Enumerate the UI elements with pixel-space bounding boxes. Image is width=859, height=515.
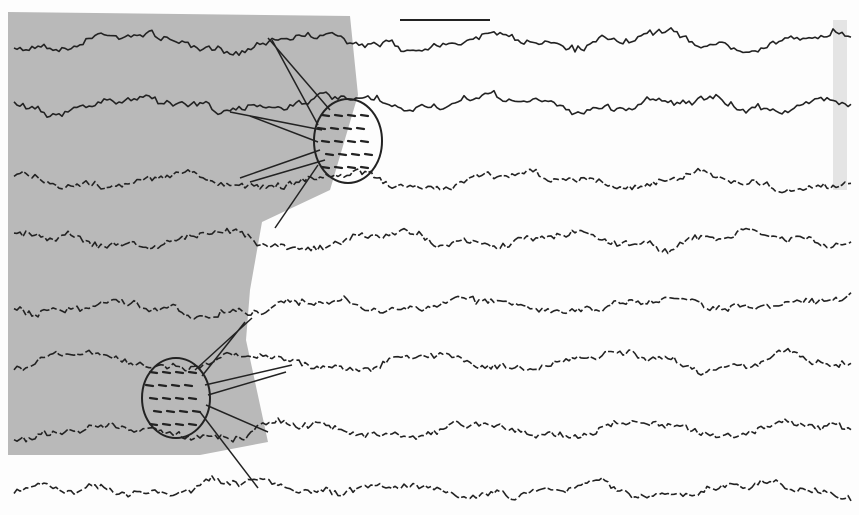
- electrode-mark: [176, 372, 183, 373]
- electrode-mark: [361, 141, 368, 142]
- electrode-mark: [322, 115, 329, 116]
- electrode-mark: [318, 128, 325, 129]
- electrode-mark: [189, 398, 196, 399]
- electrode-mark: [348, 141, 355, 142]
- scan-edge: [833, 20, 847, 190]
- electrode-mark: [322, 141, 329, 142]
- electrode-mark: [322, 167, 329, 168]
- electrode-mark: [150, 398, 157, 399]
- page: (() => { const data = JSON.parse(documen…: [0, 0, 859, 515]
- electrode-mark: [150, 372, 157, 373]
- electrode-mark: [176, 424, 183, 425]
- electrode-mark: [189, 424, 196, 425]
- electrode-mark: [348, 167, 355, 168]
- electrode-mark: [163, 372, 170, 373]
- electrode-mark: [339, 154, 346, 155]
- electrode-mark: [335, 167, 342, 168]
- electrode-mark: [185, 385, 192, 386]
- electrode-mark: [163, 424, 170, 425]
- electrode-mark: [180, 411, 187, 412]
- electrode-mark: [176, 398, 183, 399]
- electrode-mark: [193, 411, 200, 412]
- electrode-mark: [154, 411, 161, 412]
- electrode-mark: [150, 424, 157, 425]
- electrode-mark: [167, 411, 174, 412]
- electrode-mark: [361, 115, 368, 116]
- electrode-mark: [365, 154, 372, 155]
- electrode-mark: [146, 385, 153, 386]
- electrode-mark: [172, 385, 179, 386]
- electrode-mark: [159, 385, 166, 386]
- electrode-mark: [357, 128, 364, 129]
- electrode-mark: [326, 154, 333, 155]
- electrode-mark: [335, 141, 342, 142]
- electrode-mark: [331, 128, 338, 129]
- electrode-mark: [352, 154, 359, 155]
- electrode-mark: [344, 128, 351, 129]
- electrode-mark: [335, 115, 342, 116]
- electrode-mark: [348, 115, 355, 116]
- electrode-mark: [163, 398, 170, 399]
- electrode-mark: [361, 167, 368, 168]
- electrode-mark: [189, 372, 196, 373]
- eeg-figure: [0, 0, 859, 515]
